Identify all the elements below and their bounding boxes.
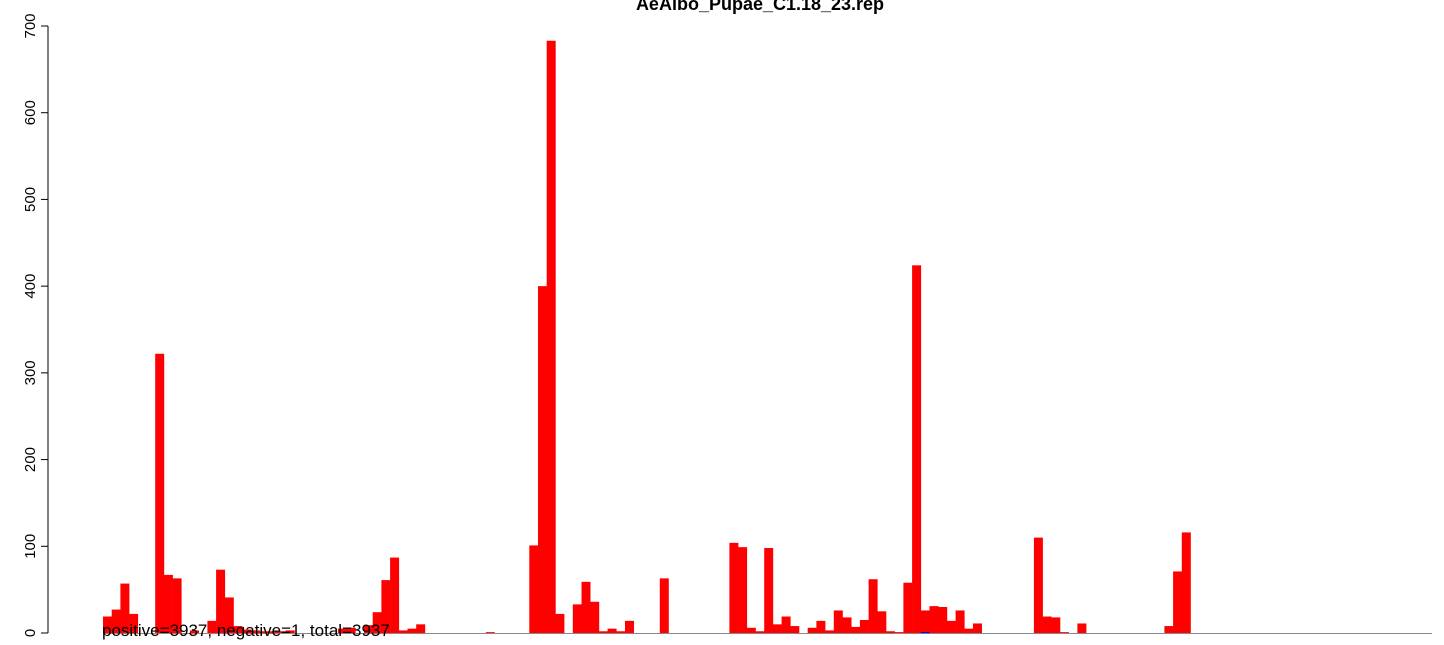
- bar-positive: [572, 604, 582, 633]
- bar-positive: [581, 581, 591, 633]
- bar-positive: [233, 626, 243, 633]
- bar-positive: [755, 631, 765, 633]
- bar-positive: [1042, 616, 1052, 633]
- bar-positive: [886, 631, 895, 633]
- bar-positive: [346, 627, 356, 633]
- bar-positive: [250, 630, 260, 633]
- bar-positive: [163, 574, 173, 633]
- bar-positive: [224, 597, 234, 633]
- bar-positive: [1077, 623, 1087, 633]
- bar-positive: [407, 628, 417, 633]
- bar-positive: [155, 353, 165, 633]
- bar-positive: [268, 631, 278, 633]
- bar-positive: [790, 626, 800, 633]
- bar-positive: [216, 569, 226, 633]
- bar-positive: [111, 609, 121, 633]
- bar-positive: [120, 583, 130, 633]
- y-tick-label: 200: [22, 447, 39, 472]
- bar-positive: [973, 623, 982, 633]
- bar-positive: [868, 579, 878, 633]
- bar-positive: [337, 628, 347, 633]
- chart-title: AeAlbo_Pupae_C1.18_23.rep: [636, 0, 884, 14]
- bar-positive: [729, 542, 739, 633]
- bar-positive: [1033, 537, 1043, 633]
- bar-positive: [529, 545, 539, 633]
- bar-positive: [607, 628, 617, 633]
- bar-positive: [946, 620, 956, 633]
- bar-positive: [172, 578, 182, 633]
- bar-positive: [938, 606, 948, 633]
- bar-positive: [285, 630, 295, 633]
- bar-positive: [764, 548, 774, 633]
- bar-positive: [1164, 626, 1174, 633]
- bar-positive: [781, 616, 791, 633]
- bar-positive: [912, 265, 922, 633]
- bar-positive: [877, 611, 887, 633]
- bar-positive: [894, 632, 904, 633]
- bar-positive: [625, 620, 634, 633]
- bar-positive: [816, 620, 826, 633]
- bar-positive: [416, 624, 426, 633]
- bar-positive: [738, 547, 748, 633]
- y-tick-label: 700: [22, 13, 39, 38]
- bar-positive: [538, 286, 547, 633]
- bar-positive: [546, 40, 556, 634]
- bar-positive: [851, 626, 861, 633]
- bar-positive: [825, 630, 835, 633]
- bar-positive: [859, 619, 869, 633]
- bar-positive: [277, 631, 286, 633]
- bars: [103, 40, 1191, 634]
- bar-positive: [1181, 532, 1191, 633]
- bar-positive: [616, 631, 626, 633]
- y-tick-label: 300: [22, 360, 39, 385]
- bar-positive: [555, 613, 565, 633]
- bar-positive: [364, 625, 373, 633]
- y-axis: 0 100 200 300 400 500 600 700: [22, 13, 49, 637]
- bar-positive: [259, 631, 269, 633]
- bar-negative: [920, 632, 930, 634]
- bar-positive: [842, 617, 852, 633]
- bar-positive: [964, 628, 974, 633]
- y-tick-label: 0: [22, 629, 39, 637]
- bar-positive: [955, 610, 965, 633]
- y-tick-label: 400: [22, 274, 39, 299]
- bar-positive: [381, 580, 391, 633]
- bar-positive: [929, 606, 939, 633]
- y-tick-label: 600: [22, 100, 39, 125]
- bar-positive: [833, 610, 843, 633]
- bar-positive: [242, 629, 252, 633]
- bar-positive: [1060, 632, 1069, 633]
- bar-positive: [772, 624, 782, 633]
- bar-positive: [659, 578, 669, 633]
- y-tick-label: 500: [22, 187, 39, 212]
- bar-positive: [129, 613, 139, 633]
- bar-positive: [190, 630, 199, 633]
- bar-positive: [920, 610, 930, 633]
- bar-positive: [398, 630, 408, 633]
- bar-positive: [598, 631, 608, 633]
- bar-positive: [590, 601, 600, 633]
- bar-positive: [372, 612, 382, 633]
- bar-positive: [207, 620, 217, 633]
- bar-positive: [903, 582, 913, 633]
- bar-positive: [485, 632, 495, 633]
- bar-positive: [1173, 571, 1183, 633]
- bar-positive: [746, 627, 756, 633]
- bar-positive: [807, 627, 817, 633]
- y-tick-label: 100: [22, 534, 39, 559]
- bar-positive: [390, 557, 400, 633]
- bar-positive: [1051, 617, 1061, 633]
- chart-annotation: positive=3937, negative=1, total=3937: [102, 621, 390, 640]
- bar-positive: [103, 616, 112, 633]
